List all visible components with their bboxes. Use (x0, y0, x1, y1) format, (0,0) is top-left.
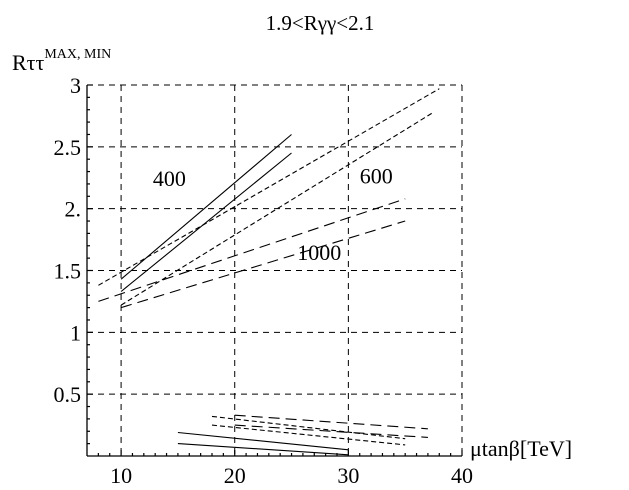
grid (87, 84, 463, 456)
y-tick-label-3: 2. (65, 197, 82, 222)
axes (86, 84, 463, 457)
y-tick-label-5: 3 (70, 73, 81, 98)
annotation-1000: 1000 (297, 240, 341, 265)
x-axis-label: μtanβ[TeV] (470, 436, 572, 461)
y-axis-label-sup: MAX, MIN (44, 47, 111, 62)
y-tick-label-4: 2.5 (54, 135, 82, 160)
series-dashed-5 (120, 220, 406, 309)
series-dotted-2 (98, 88, 440, 286)
chart-title: 1.9<Rγγ<2.1 (266, 11, 375, 35)
series-dashed-4 (98, 198, 406, 302)
x-tick-label-0: 10 (110, 463, 132, 488)
y-axis-label-main: Rττ (12, 50, 45, 75)
series-solid-6 (177, 431, 349, 451)
labels-layer: 10 20 30 40 0.5 1 1.5 2. 2.5 3 400 600 1000 (54, 73, 474, 488)
series-dotted-8 (211, 415, 406, 440)
series-dotted-3 (120, 111, 434, 306)
y-tick-label-0: 0.5 (54, 382, 82, 407)
series-solid-7 (177, 443, 349, 456)
series-dashed-11 (234, 424, 428, 438)
y-tick-label-2: 1.5 (54, 259, 82, 284)
annotation-600: 600 (360, 163, 393, 188)
annotation-400: 400 (153, 166, 186, 191)
x-tick-label-3: 40 (451, 463, 473, 488)
series-solid-0 (120, 134, 292, 280)
y-tick-label-1: 1 (70, 320, 81, 345)
y-axis-label: RττMAX, MIN (12, 47, 111, 75)
series-dashed-10 (234, 414, 428, 430)
series-solid-1 (120, 152, 292, 292)
series-layer (98, 88, 440, 456)
series-dotted-9 (211, 424, 406, 446)
x-tick-label-1: 20 (224, 463, 246, 488)
x-tick-label-2: 30 (337, 463, 359, 488)
